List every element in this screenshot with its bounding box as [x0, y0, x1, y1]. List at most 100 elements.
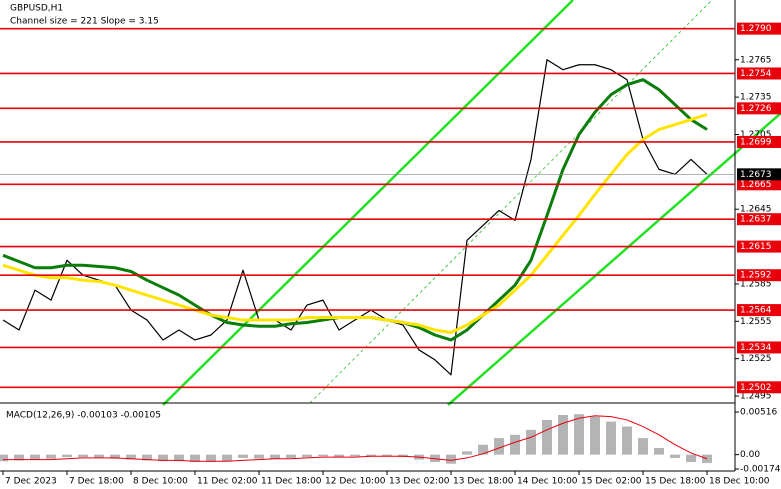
level-label: 1.2564: [740, 306, 772, 316]
level-label-box: [737, 381, 781, 394]
level-label: 1.2637: [740, 215, 772, 225]
histogram-bar: [686, 454, 696, 463]
histogram-bar: [286, 454, 296, 458]
histogram-bar: [494, 438, 504, 455]
level-label: 1.2726: [740, 104, 772, 114]
histogram-bar: [350, 454, 360, 457]
histogram-bar: [638, 438, 648, 455]
y-tick-label: 1.2585: [740, 279, 772, 289]
x-tick-label: 13 Dec 18:00: [453, 477, 514, 487]
chart-title: GBPUSD,H1: [10, 4, 63, 14]
level-label: 1.2534: [740, 343, 772, 353]
histogram-bar: [190, 454, 200, 463]
x-tick-label: 12 Dec 10:00: [325, 477, 386, 487]
y-tick-label: 0.00516: [740, 408, 777, 418]
histogram-bar: [0, 454, 8, 462]
level-label: 1.2502: [740, 383, 772, 393]
x-tick-label: 15 Dec 02:00: [581, 477, 642, 487]
histogram-bar: [462, 451, 472, 455]
level-label-box: [737, 135, 781, 148]
histogram-bar: [238, 454, 248, 458]
level-label-box: [737, 67, 781, 80]
y-tick-label: 1.2645: [740, 205, 772, 215]
histogram-bar: [558, 414, 568, 455]
histogram-bar: [46, 454, 56, 459]
y-tick-label: 1.2555: [740, 317, 772, 327]
x-tick-label: 15 Dec 18:00: [645, 477, 706, 487]
histogram-bar: [606, 421, 616, 455]
histogram-bar: [366, 454, 376, 457]
histogram-bar: [382, 454, 392, 457]
x-tick-label: 11 Dec 18:00: [261, 477, 322, 487]
histogram-bar: [78, 454, 88, 458]
y-tick-label: -0.00174: [740, 465, 781, 475]
x-tick-label: 7 Dec 18:00: [69, 477, 124, 487]
histogram-bar: [446, 454, 456, 464]
histogram-bar: [158, 454, 168, 462]
y-tick-label: 1.2735: [740, 93, 772, 103]
level-label-box: [737, 213, 781, 226]
x-tick-label: 7 Dec 2023: [5, 477, 57, 487]
histogram-bar: [254, 454, 264, 459]
signal-line: [3, 415, 708, 462]
annotation: Channel size = 221 Slope = 3.15: [10, 17, 159, 27]
histogram-bar: [62, 454, 72, 458]
last-price-box: [737, 168, 781, 181]
x-tick-label: 13 Dec 02:00: [389, 477, 450, 487]
histogram-bar: [14, 454, 24, 461]
x-tick-label: 11 Dec 02:00: [197, 477, 258, 487]
histogram-bar: [270, 454, 280, 459]
histogram-bar: [622, 426, 632, 455]
level-label: 1.2699: [740, 137, 772, 147]
level-label-box: [737, 178, 781, 191]
x-tick-label: 8 Dec 10:00: [133, 477, 188, 487]
histogram-bar: [302, 454, 312, 458]
y-tick-label: 1.2525: [740, 354, 772, 364]
y-tick-label: 1.2765: [740, 55, 772, 65]
histogram-bar: [126, 454, 136, 460]
level-label-box: [737, 341, 781, 354]
histogram-bar: [318, 454, 328, 457]
level-label: 1.2665: [740, 180, 772, 190]
macd-title: MACD(12,26,9) -0.00103 -0.00105: [6, 411, 161, 421]
histogram-bar: [222, 454, 232, 462]
x-tick-label: 18 Dec 10:00: [709, 477, 770, 487]
histogram-bar: [654, 448, 664, 455]
histogram-bar: [526, 429, 536, 455]
histogram-bar: [510, 434, 520, 455]
price-line: [2, 59, 708, 376]
histogram-bar: [94, 454, 104, 458]
level-label-box: [737, 269, 781, 282]
histogram-bar: [574, 414, 584, 455]
histogram-bar: [30, 454, 40, 460]
y-tick-label: 0.00: [740, 450, 760, 460]
level-label-box: [737, 240, 781, 253]
histogram-bar: [206, 454, 216, 463]
y-tick-label: 1.2495: [740, 392, 772, 402]
level-label-box: [737, 304, 781, 317]
histogram-bar: [542, 419, 552, 455]
channel-lower: [447, 112, 781, 406]
x-tick-label: 14 Dec 10:00: [517, 477, 578, 487]
channel: [162, 0, 781, 406]
histogram-bar: [334, 454, 344, 458]
level-label-box: [737, 102, 781, 115]
level-label: 1.2790: [740, 24, 772, 34]
histogram-bar: [670, 454, 680, 458]
level-label: 1.2592: [740, 271, 772, 281]
level-label-box: [737, 22, 781, 35]
y-tick-label: 1.2705: [740, 130, 772, 140]
histogram-bar: [110, 454, 120, 459]
channel-upper: [162, 0, 574, 406]
channel-middle: [309, 0, 713, 404]
level-label: 1.2754: [740, 69, 772, 79]
histogram-bar: [590, 416, 600, 455]
last-price-label: 1.2673: [740, 170, 772, 180]
level-label: 1.2615: [740, 242, 772, 252]
histogram-bar: [142, 454, 152, 461]
moving-average: [2, 113, 708, 335]
histogram-bar: [478, 444, 488, 455]
histogram-bar: [174, 454, 184, 462]
